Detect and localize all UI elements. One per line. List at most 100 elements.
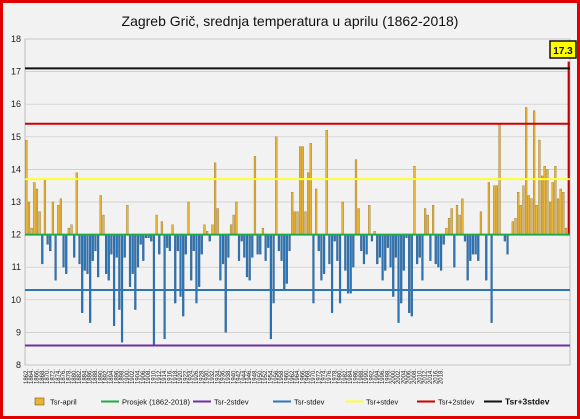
bar	[216, 208, 219, 235]
highlight-box	[549, 40, 577, 59]
x-tick-label: 1930.	[205, 369, 211, 384]
x-tick-label: 2010.	[417, 369, 423, 384]
x-tick-label: 1932.	[210, 369, 216, 384]
bar	[517, 192, 520, 235]
x-tick-label: 1982.	[343, 369, 349, 384]
x-tick-label: 1868.	[40, 369, 46, 384]
bar	[176, 234, 179, 252]
bar	[299, 146, 302, 235]
bar	[235, 201, 238, 235]
bar	[123, 234, 126, 258]
x-tick-label: 1966.	[300, 369, 306, 384]
x-tick-label: 2006.	[407, 369, 413, 384]
x-tick-label: 1978.	[332, 369, 338, 384]
bar	[317, 234, 320, 252]
bar	[237, 234, 241, 261]
bar	[142, 234, 145, 261]
bar	[543, 165, 546, 235]
x-tick-label: 1948.	[253, 369, 259, 384]
bar	[163, 234, 166, 340]
x-tick-label: 1904.	[136, 369, 142, 384]
bar	[283, 234, 286, 291]
bar	[309, 143, 312, 235]
x-tick-label: 1894.	[109, 369, 115, 384]
bar	[78, 234, 81, 265]
y-tick-label: 17	[11, 67, 21, 77]
x-tick-label: 2016.	[433, 369, 439, 384]
y-tick-label: 13	[11, 197, 21, 207]
x-tick-label: 1974.	[322, 369, 328, 384]
bar	[275, 136, 278, 235]
legend-label: Tsr-stdev	[294, 398, 325, 407]
bar	[378, 234, 381, 258]
bar	[474, 234, 477, 255]
bar	[477, 234, 480, 261]
bar	[514, 218, 517, 235]
bar	[248, 234, 251, 281]
bar	[442, 234, 445, 245]
bar	[362, 234, 366, 265]
y-tick-label: 16	[11, 99, 21, 109]
bar	[83, 234, 86, 271]
bar	[328, 234, 331, 265]
x-tick-label: 1872.	[50, 369, 56, 384]
x-tick-label: 1920.	[178, 369, 184, 384]
bar	[192, 234, 195, 252]
bar	[551, 182, 554, 235]
bar	[35, 188, 39, 235]
bar	[272, 234, 275, 304]
bar	[187, 201, 190, 235]
bar	[490, 234, 493, 323]
bar	[307, 172, 310, 235]
chart: Zagreb Grič, srednja temperatura u april…	[11, 13, 577, 407]
y-tick-label: 14	[11, 164, 21, 174]
x-tick-label: 1890.	[98, 369, 104, 384]
bar	[432, 205, 435, 235]
x-tick-label: 1880.	[72, 369, 78, 384]
bar	[102, 214, 105, 235]
x-tick-label: 1946.	[247, 369, 253, 384]
bar	[365, 234, 368, 255]
bar	[338, 234, 342, 304]
x-tick-label: 1884.	[82, 369, 88, 384]
bar	[277, 234, 280, 252]
x-tick-label: 1938.	[226, 369, 232, 384]
bar	[354, 159, 358, 235]
bar	[567, 61, 570, 235]
bar	[160, 221, 163, 235]
chart-title: Zagreb Grič, srednja temperatura u april…	[122, 13, 459, 29]
x-tick-label: 1928.	[199, 369, 205, 384]
bar	[320, 234, 323, 281]
bar	[269, 234, 272, 340]
bar	[253, 156, 257, 235]
bar	[214, 162, 217, 235]
bar	[120, 234, 124, 343]
bar	[522, 185, 525, 235]
bar	[506, 234, 509, 255]
x-tick-label: 1918.	[173, 369, 179, 384]
x-tick-label: 1958.	[279, 369, 285, 384]
y-tick-label: 11	[12, 262, 21, 272]
bar	[301, 146, 304, 235]
x-tick-label: 1876.	[61, 369, 67, 384]
bar	[429, 234, 432, 261]
x-tick-label: 1984.	[348, 369, 354, 384]
x-tick-label: 1936.	[221, 369, 227, 384]
x-tick-label: 1970.	[311, 369, 317, 384]
bar	[455, 205, 459, 235]
bar	[105, 234, 108, 274]
bar	[349, 234, 352, 294]
bar	[46, 234, 49, 245]
bar	[434, 234, 437, 265]
bar	[386, 234, 389, 248]
bar	[110, 234, 113, 255]
bar	[33, 182, 36, 235]
bar	[94, 234, 97, 252]
bar	[264, 234, 267, 261]
x-tick-label: 1870.	[45, 369, 51, 384]
x-tick-label: 2014.	[428, 369, 434, 384]
bar	[530, 198, 533, 235]
bar	[394, 234, 397, 258]
bar	[400, 234, 403, 304]
bar	[245, 234, 249, 278]
